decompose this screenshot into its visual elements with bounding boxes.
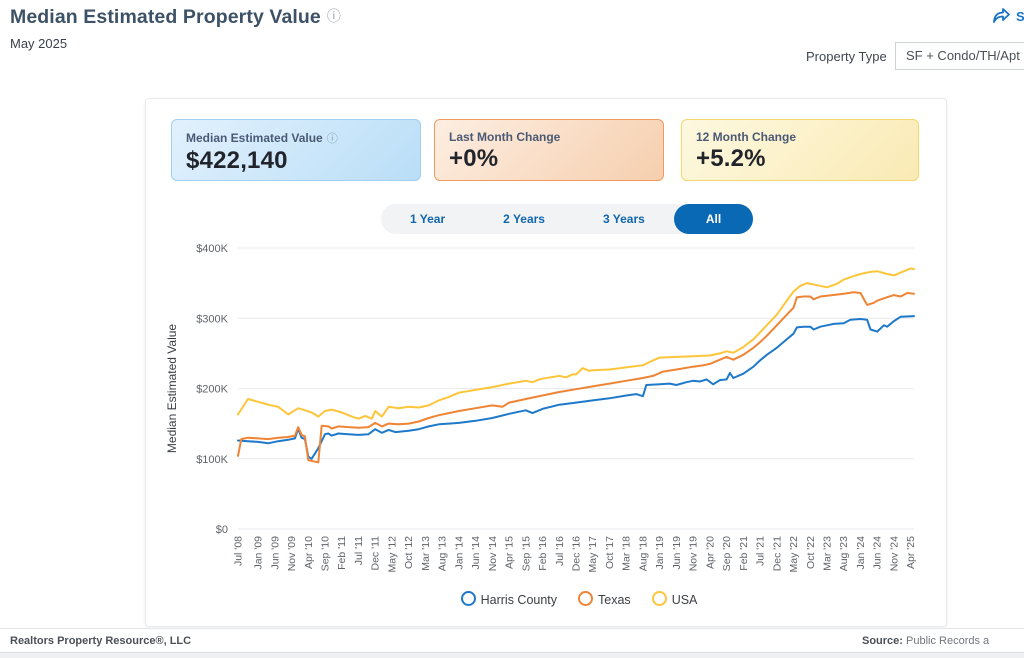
share-label: S — [1016, 8, 1024, 24]
svg-text:Mar '18: Mar '18 — [621, 536, 633, 571]
stat-card-last-month-change: Last Month Change +0% — [434, 119, 664, 181]
svg-text:Apr '20: Apr '20 — [704, 536, 716, 569]
svg-text:$100K: $100K — [196, 454, 228, 466]
tab-1-year[interactable]: 1 Year — [410, 212, 446, 226]
footer-bar: Realtors Property Resource®, LLC Source:… — [0, 628, 1024, 652]
svg-text:Jan '09: Jan '09 — [253, 536, 265, 570]
legend-dot — [651, 590, 667, 606]
info-icon[interactable]: ⓘ — [326, 133, 338, 145]
svg-text:Jul '21: Jul '21 — [755, 536, 767, 566]
svg-text:Apr '10: Apr '10 — [303, 536, 315, 569]
stat-card-label: Last Month Change — [449, 130, 561, 144]
svg-text:Aug '23: Aug '23 — [838, 536, 850, 571]
svg-text:Nov '14: Nov '14 — [487, 536, 499, 571]
svg-text:Dec '11: Dec '11 — [370, 536, 382, 571]
svg-text:Jan '19: Jan '19 — [654, 536, 666, 570]
legend-item-texas[interactable]: Texas — [578, 590, 631, 607]
legend-item-usa[interactable]: USA — [651, 590, 697, 607]
stat-card-value: $422,140 — [186, 147, 288, 174]
footer-source: Source: Public Records a — [862, 635, 990, 647]
svg-text:$200K: $200K — [196, 384, 228, 396]
legend-dot — [578, 590, 594, 606]
svg-text:Sep '10: Sep '10 — [320, 536, 332, 571]
property-type-select[interactable]: SF + Condo/TH/Apt — [895, 42, 1024, 70]
svg-text:Jun '14: Jun '14 — [470, 536, 482, 570]
svg-text:Feb '16: Feb '16 — [537, 536, 549, 571]
legend-item-harris-county[interactable]: Harris County — [460, 590, 557, 607]
time-range-tabs: 1 Year 2 Years 3 Years All — [381, 204, 754, 234]
svg-text:Jun '19: Jun '19 — [671, 536, 683, 570]
bottom-strip — [0, 652, 1024, 658]
svg-text:May '17: May '17 — [587, 536, 599, 573]
page-title: Median Estimated Property Value ⓘ — [10, 6, 341, 28]
svg-text:Dec '21: Dec '21 — [771, 536, 783, 571]
svg-text:Sep '20: Sep '20 — [721, 536, 733, 571]
svg-text:Jul '16: Jul '16 — [554, 536, 566, 566]
svg-text:Jan '14: Jan '14 — [453, 536, 465, 570]
svg-text:Nov '24: Nov '24 — [888, 536, 900, 571]
svg-text:Jul '11: Jul '11 — [353, 536, 365, 565]
info-icon[interactable]: ⓘ — [326, 8, 341, 24]
svg-text:$0: $0 — [216, 524, 228, 536]
tab-2-years[interactable]: 2 Years — [503, 212, 545, 226]
svg-text:Jun '24: Jun '24 — [872, 536, 884, 570]
svg-text:Aug '13: Aug '13 — [437, 536, 449, 571]
stat-card-median-value: Median Estimated Value ⓘ $422,140 — [171, 119, 421, 181]
stat-cards: Median Estimated Value ⓘ $422,140 Last Mo… — [171, 119, 919, 181]
stat-card-label: Median Estimated Value ⓘ — [186, 131, 338, 145]
svg-text:May '22: May '22 — [788, 536, 800, 573]
chart-panel: Median Estimated Value ⓘ $422,140 Last Mo… — [145, 98, 947, 627]
svg-text:Nov '09: Nov '09 — [286, 536, 298, 571]
svg-text:Dec '16: Dec '16 — [571, 536, 583, 571]
stat-card-label: 12 Month Change — [696, 130, 797, 144]
svg-text:Oct '17: Oct '17 — [604, 536, 616, 569]
svg-text:Feb '21: Feb '21 — [738, 536, 750, 571]
svg-text:Apr '15: Apr '15 — [504, 536, 516, 569]
svg-text:Jun '09: Jun '09 — [269, 536, 281, 570]
footer-brand: Realtors Property Resource®, LLC — [10, 635, 192, 647]
svg-text:Sep '15: Sep '15 — [520, 536, 532, 571]
svg-text:Oct '22: Oct '22 — [805, 536, 817, 569]
stat-card-12-month-change: 12 Month Change +5.2% — [681, 119, 919, 181]
svg-text:Mar '23: Mar '23 — [821, 536, 833, 571]
svg-text:Mar '13: Mar '13 — [420, 536, 432, 571]
stat-card-value: +5.2% — [696, 145, 766, 172]
stat-card-value: +0% — [449, 145, 499, 172]
property-value-line-chart: $0 $100K $200K $300K $400K Jul '08 Jan '09 Jun … — [165, 243, 917, 573]
svg-text:Nov '19: Nov '19 — [688, 536, 700, 571]
svg-text:Feb '11: Feb '11 — [336, 536, 348, 570]
svg-text:Oct '12: Oct '12 — [403, 536, 415, 569]
svg-text:$400K: $400K — [196, 243, 228, 255]
svg-text:Median Estimated Value: Median Estimated Value — [165, 324, 179, 454]
tab-all[interactable]: All — [673, 204, 754, 234]
chart-legend: Harris County Texas USA — [146, 590, 946, 607]
svg-text:$300K: $300K — [196, 313, 228, 325]
property-type-label: Property Type — [806, 49, 887, 64]
svg-text:Jan '24: Jan '24 — [855, 536, 867, 570]
legend-dot — [460, 590, 476, 606]
svg-text:Apr '25: Apr '25 — [905, 536, 917, 569]
report-date: May 2025 — [10, 36, 68, 51]
share-icon — [993, 8, 1010, 23]
svg-text:May '12: May '12 — [386, 536, 398, 573]
tab-3-years[interactable]: 3 Years — [602, 212, 645, 226]
svg-text:Aug '18: Aug '18 — [637, 536, 649, 571]
share-button[interactable]: S — [992, 8, 1024, 24]
svg-text:Jul '08: Jul '08 — [233, 536, 245, 566]
